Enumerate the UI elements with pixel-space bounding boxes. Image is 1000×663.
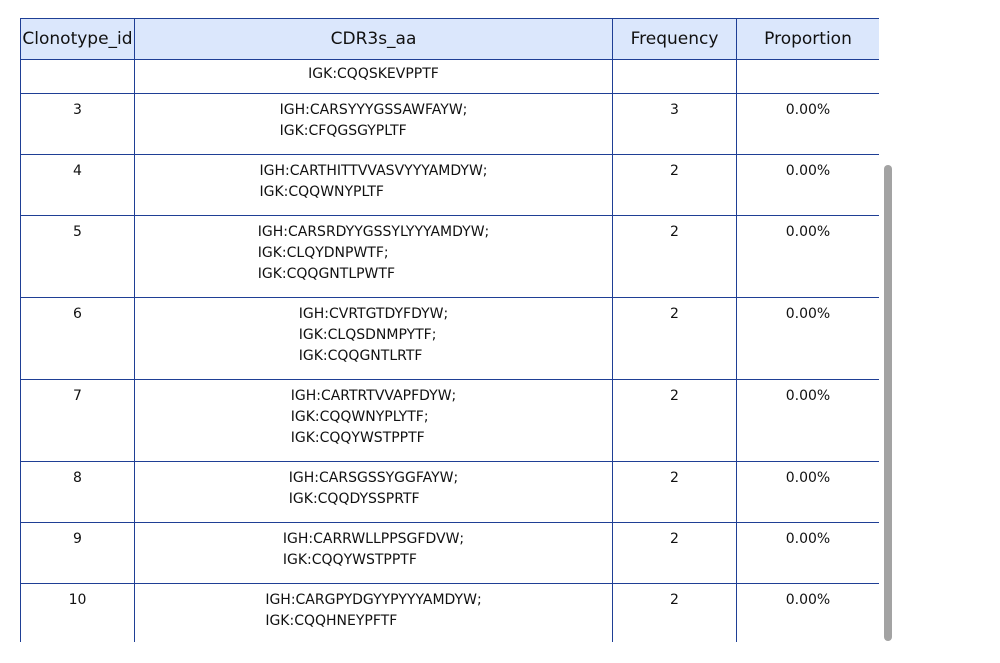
- frequency-cell: [612, 59, 737, 94]
- frequency-cell: 2: [612, 583, 737, 642]
- cdr3-cell: IGH:CARTRTVVAPFDYW; IGK:CQQWNYPLYTF; IGK:C…: [134, 379, 613, 462]
- cdr3-lines: IGK:CQQSKEVPPTF: [308, 64, 439, 85]
- header-cell[interactable]: Frequency: [612, 18, 737, 60]
- cdr3-cell: IGH:CARGPYDGYYPYYYAMDYW; IGK:CQQHNEYPFTF: [134, 583, 613, 642]
- table-row: 10 IGH:CARGPYDGYYPYYYAMDYW; IGK:CQQHNEYPFT…: [20, 583, 879, 642]
- cdr3-cell: IGH:CARSYYYGSSAWFAYW; IGK:CFQGSGYPLTF: [134, 93, 613, 155]
- cdr3-line: IGH:CVRTGTDYFDYW;: [298, 306, 449, 322]
- cdr3-line: IGK:CQQGNTLRTF: [298, 348, 423, 364]
- cdr3-lines: IGH:CVRTGTDYFDYW; IGK:CLQSDNMPYTF; IGK:CQQ…: [299, 304, 448, 367]
- cdr3-lines: IGH:CARSYYYGSSAWFAYW; IGK:CFQGSGYPLTF: [280, 100, 468, 142]
- cdr3-lines: IGH:CARTHITTVVASVYYYAMDYW; IGK:CQQWNYPLTF: [260, 161, 488, 203]
- proportion-cell: 0.00%: [736, 297, 879, 380]
- proportion-cell: 0.00%: [736, 461, 879, 523]
- cdr3-line: IGK:CLQSDNMPYTF;: [298, 327, 437, 343]
- proportion-cell: 0.00%: [736, 93, 879, 155]
- proportion-cell: 0.00%: [736, 215, 879, 298]
- table-row: 4 IGH:CARTHITTVVASVYYYAMDYW; IGK:CQQWNYPLT…: [20, 154, 879, 216]
- table-row: IGK:CQQSKEVPPTF: [20, 59, 879, 94]
- cdr3-line: IGK:CQQHNEYPFTF: [265, 613, 398, 629]
- frequency-cell: 2: [612, 461, 737, 523]
- proportion-cell: 0.00%: [736, 583, 879, 642]
- table-body: IGK:CQQSKEVPPTF 3 IGH:CARSYYYGSSAWFAYW; IGK…: [20, 59, 879, 642]
- id-cell: [20, 59, 135, 94]
- cdr3-cell: IGK:CQQSKEVPPTF: [134, 59, 613, 94]
- frequency-cell: 2: [612, 522, 737, 584]
- cdr3-lines: IGH:CARRWLLPPSGFDVW; IGK:CQQYWSTPPTF: [283, 529, 464, 571]
- id-cell: 4: [20, 154, 135, 216]
- cdr3-line: IGH:CARTHITTVVASVYYYAMDYW;: [259, 163, 488, 179]
- id-cell: 7: [20, 379, 135, 462]
- frequency-cell: 2: [612, 154, 737, 216]
- frequency-cell: 2: [612, 379, 737, 462]
- id-cell: 8: [20, 461, 135, 523]
- table-row: 3 IGH:CARSYYYGSSAWFAYW; IGK:CFQGSGYPLTF 3 0.…: [20, 93, 879, 155]
- id-cell: 9: [20, 522, 135, 584]
- cdr3-line: IGK:CQQSKEVPPTF: [308, 66, 439, 82]
- header-row: Clonotype_id CDR3s_aa Frequency Proporti…: [20, 18, 879, 60]
- cdr3-lines: IGH:CARGPYDGYYPYYYAMDYW; IGK:CQQHNEYPFTF: [265, 590, 481, 632]
- cdr3-lines: IGH:CARSRDYYGSSYLYYYAMDYW; IGK:CLQYDNPWTF…: [258, 222, 490, 285]
- clonotype-table: Clonotype_id CDR3s_aa Frequency Proporti…: [20, 18, 879, 642]
- cdr3-cell: IGH:CARSGSSYGGFAYW; IGK:CQQDYSSPRTF: [134, 461, 613, 523]
- table-row: 5 IGH:CARSRDYYGSSYLYYYAMDYW; IGK:CLQYDNPWT…: [20, 215, 879, 298]
- cdr3-cell: IGH:CARSRDYYGSSYLYYYAMDYW; IGK:CLQYDNPWTF…: [134, 215, 613, 298]
- cdr3-line: IGK:CQQYWSTPPTF: [282, 552, 417, 568]
- cdr3-cell: IGH:CARTHITTVVASVYYYAMDYW; IGK:CQQWNYPLTF: [134, 154, 613, 216]
- cdr3-line: IGH:CARSYYYGSSAWFAYW;: [279, 102, 468, 118]
- id-cell: 10: [20, 583, 135, 642]
- cdr3-line: IGK:CQQWNYPLTF: [259, 184, 384, 200]
- table-row: 7 IGH:CARTRTVVAPFDYW; IGK:CQQWNYPLYTF; IGK:…: [20, 379, 879, 462]
- cdr3-line: IGH:CARTRTVVAPFDYW;: [290, 388, 457, 404]
- header-cell[interactable]: CDR3s_aa: [134, 18, 613, 60]
- id-cell: 3: [20, 93, 135, 155]
- header-cell[interactable]: Clonotype_id: [20, 18, 135, 60]
- scrollbar-thumb[interactable]: [884, 165, 892, 641]
- cdr3-line: IGK:CFQGSGYPLTF: [279, 123, 407, 139]
- cdr3-line: IGK:CQQGNTLPWTF: [257, 266, 396, 282]
- cdr3-cell: IGH:CVRTGTDYFDYW; IGK:CLQSDNMPYTF; IGK:CQQ…: [134, 297, 613, 380]
- proportion-cell: 0.00%: [736, 379, 879, 462]
- id-cell: 5: [20, 215, 135, 298]
- frequency-cell: 3: [612, 93, 737, 155]
- cdr3-lines: IGH:CARSGSSYGGFAYW; IGK:CQQDYSSPRTF: [289, 468, 458, 510]
- cdr3-line: IGH:CARRWLLPPSGFDVW;: [282, 531, 465, 547]
- proportion-cell: [736, 59, 879, 94]
- cdr3-line: IGK:CQQDYSSPRTF: [288, 491, 420, 507]
- table-row: 6 IGH:CVRTGTDYFDYW; IGK:CLQSDNMPYTF; IGK:CQ…: [20, 297, 879, 380]
- cdr3-line: IGH:CARSGSSYGGFAYW;: [288, 470, 459, 486]
- cdr3-line: IGK:CLQYDNPWTF;: [257, 245, 389, 261]
- id-cell: 6: [20, 297, 135, 380]
- cdr3-line: IGK:CQQWNYPLYTF;: [290, 409, 429, 425]
- frequency-cell: 2: [612, 297, 737, 380]
- cdr3-line: IGK:CQQYWSTPPTF: [290, 430, 425, 446]
- table-container: Clonotype_id CDR3s_aa Frequency Proporti…: [20, 18, 879, 642]
- cdr3-line: IGH:CARGPYDGYYPYYYAMDYW;: [265, 592, 482, 608]
- proportion-cell: 0.00%: [736, 522, 879, 584]
- table-row: 9 IGH:CARRWLLPPSGFDVW; IGK:CQQYWSTPPTF 2 0.0…: [20, 522, 879, 584]
- cdr3-cell: IGH:CARRWLLPPSGFDVW; IGK:CQQYWSTPPTF: [134, 522, 613, 584]
- header-cell[interactable]: Proportion: [736, 18, 879, 60]
- frequency-cell: 2: [612, 215, 737, 298]
- cdr3-lines: IGH:CARTRTVVAPFDYW; IGK:CQQWNYPLYTF; IGK:C…: [291, 386, 457, 449]
- table-row: 8 IGH:CARSGSSYGGFAYW; IGK:CQQDYSSPRTF 2 0.00…: [20, 461, 879, 523]
- cdr3-line: IGH:CARSRDYYGSSYLYYYAMDYW;: [257, 224, 490, 240]
- proportion-cell: 0.00%: [736, 154, 879, 216]
